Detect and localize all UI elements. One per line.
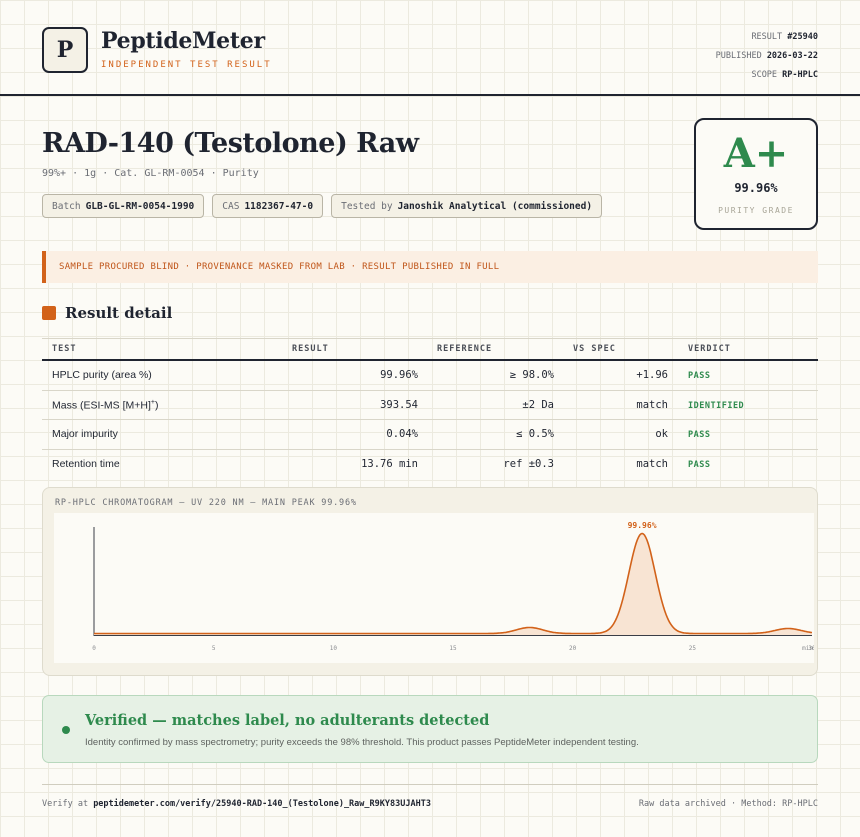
brand-logo: P — [42, 27, 88, 73]
footer-method: Raw data archived · Method: RP-HPLC — [638, 799, 818, 809]
cell-result: 0.04% — [386, 428, 418, 440]
cell-result: 13.76 min — [361, 457, 418, 470]
table-row: Mass (ESI-MS [M+H]+) 393.54 ±2 Da match … — [42, 391, 818, 420]
cell-reference: ≤ 0.5% — [516, 428, 554, 440]
purity-grade-card: A+ 99.96% PURITY GRADE — [694, 118, 818, 230]
grade-value: 99.96% — [734, 181, 778, 195]
x-tick-label: 10 — [330, 645, 338, 652]
cell-spec: +1.96 — [636, 369, 668, 381]
header-reference: REFERENCE — [437, 344, 493, 354]
signal-line — [94, 532, 813, 635]
brand-name: PeptideMeter — [101, 28, 265, 54]
cell-result: 99.96% — [380, 369, 418, 381]
cell-test: Retention time — [52, 457, 120, 470]
x-tick-label: 25 — [689, 645, 697, 652]
result-table: TEST RESULT REFERENCE VS SPEC VERDICT HP… — [42, 338, 818, 479]
cas-chip: CAS 1182367-47-0 — [212, 194, 324, 218]
cell-test: Mass (ESI-MS [M+H]+) — [52, 398, 159, 412]
meta-scope: SCOPE RP-HPLC — [751, 70, 818, 80]
verified-title: Verified — matches label, no adulterants… — [85, 712, 490, 729]
x-tick-label: 0 — [92, 645, 96, 652]
brand-subtitle: INDEPENDENT TEST RESULT — [101, 60, 272, 70]
product-title: RAD-140 (Testolone) Raw — [42, 128, 419, 159]
table-row: Major impurity 0.04% ≤ 0.5% ok PASS — [42, 420, 818, 450]
verified-text: Identity confirmed by mass spectrometry;… — [85, 737, 639, 748]
section-marker-icon — [42, 306, 56, 320]
verify-url[interactable]: peptidemeter.com/verify/25940-RAD-140_(T… — [93, 799, 431, 809]
report-header: P PeptideMeter INDEPENDENT TEST RESULT R… — [0, 0, 860, 96]
cell-result: 393.54 — [380, 398, 418, 411]
verified-banner: Verified — matches label, no adulterants… — [42, 695, 818, 763]
table-row: Retention time 13.76 min ref ±0.3 match … — [42, 450, 818, 480]
cell-verdict: PASS — [688, 459, 711, 470]
chromatogram-title: RP-HPLC CHROMATOGRAM — UV 220 NM — MAIN … — [55, 498, 357, 508]
x-tick-label: 20 — [569, 645, 577, 652]
blind-procurement-notice: SAMPLE PROCURED BLIND · PROVENANCE MASKE… — [42, 251, 818, 283]
verified-dot-icon — [62, 726, 70, 734]
grade-letter: A+ — [723, 130, 789, 177]
signal-area — [94, 533, 812, 635]
x-tick-label: 30 — [808, 645, 814, 652]
header-result: RESULT — [292, 344, 329, 354]
header-verdict: VERDICT — [688, 344, 731, 354]
cell-reference: ref ±0.3 — [503, 457, 554, 470]
table-header: TEST RESULT REFERENCE VS SPEC VERDICT — [42, 338, 818, 361]
x-tick-label: 5 — [212, 645, 216, 652]
cell-verdict: PASS — [688, 371, 711, 381]
chromatogram-panel: RP-HPLC CHROMATOGRAM — UV 220 NM — MAIN … — [42, 487, 818, 676]
cell-spec: ok — [655, 428, 668, 440]
header-vs-spec: VS SPEC — [573, 344, 616, 354]
cell-spec: match — [636, 398, 668, 411]
cell-reference: ≥ 98.0% — [509, 369, 554, 381]
main-peak-label: 99.96% — [628, 521, 657, 530]
meta-result: RESULT #25940 — [751, 32, 818, 42]
cell-verdict: IDENTIFIED — [688, 400, 745, 411]
chromatogram-plot: 99.96% 0 5 10 15 20 25 30 min — [54, 513, 814, 663]
meta-published: PUBLISHED 2026-03-22 — [715, 51, 818, 61]
tested-by-chip: Tested by Janoshik Analytical (commission… — [331, 194, 603, 218]
footer-divider — [42, 784, 818, 785]
section-title: Result detail — [65, 304, 173, 322]
cell-spec: match — [636, 457, 668, 470]
x-tick-label: 15 — [449, 645, 457, 652]
product-chips: Batch GLB-GL-RM-0054-1990 CAS 1182367-47-0… — [42, 194, 603, 218]
header-test: TEST — [52, 344, 77, 354]
result-meta: RESULT #25940 PUBLISHED 2026-03-22 SCOPE… — [716, 28, 818, 85]
x-unit-label: min — [802, 645, 813, 652]
cell-test: Major impurity — [52, 428, 118, 440]
cell-reference: ±2 Da — [522, 398, 554, 411]
table-row: HPLC purity (area %) 99.96% ≥ 98.0% +1.9… — [42, 361, 818, 391]
cell-verdict: PASS — [688, 430, 711, 440]
product-subtitle: 99%+ · 1g · Cat. GL-RM-0054 · Purity — [42, 168, 259, 179]
grade-label: PURITY GRADE — [718, 206, 794, 215]
cell-test: HPLC purity (area %) — [52, 369, 152, 381]
verify-link[interactable]: Verify at peptidemeter.com/verify/25940-… — [42, 799, 431, 809]
batch-chip: Batch GLB-GL-RM-0054-1990 — [42, 194, 205, 218]
